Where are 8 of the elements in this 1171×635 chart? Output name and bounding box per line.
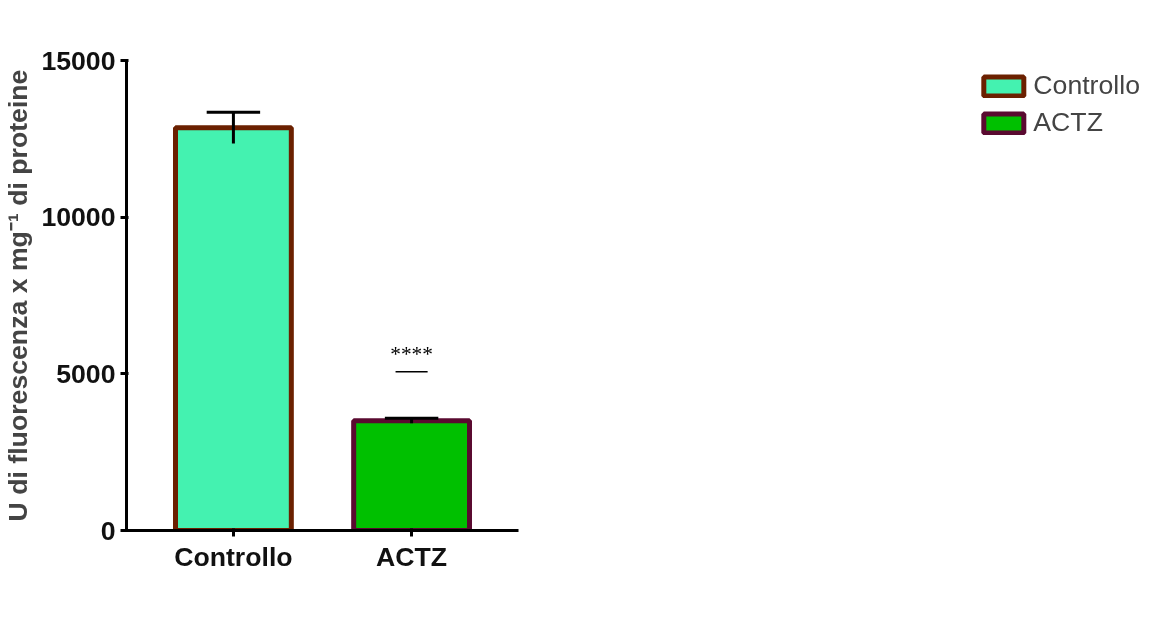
- legend-label: ACTZ: [1033, 107, 1103, 138]
- y-tick-label: 0: [100, 515, 116, 546]
- legend-label: Controllo: [1033, 70, 1140, 101]
- y-tick-label: 10000: [41, 202, 116, 233]
- y-tick-label: 15000: [41, 45, 116, 76]
- y-tick-label: 5000: [56, 358, 116, 389]
- annotation: ****: [390, 342, 433, 366]
- y-axis-title: U di fluorescenza x mg⁻¹ di proteine: [3, 69, 34, 522]
